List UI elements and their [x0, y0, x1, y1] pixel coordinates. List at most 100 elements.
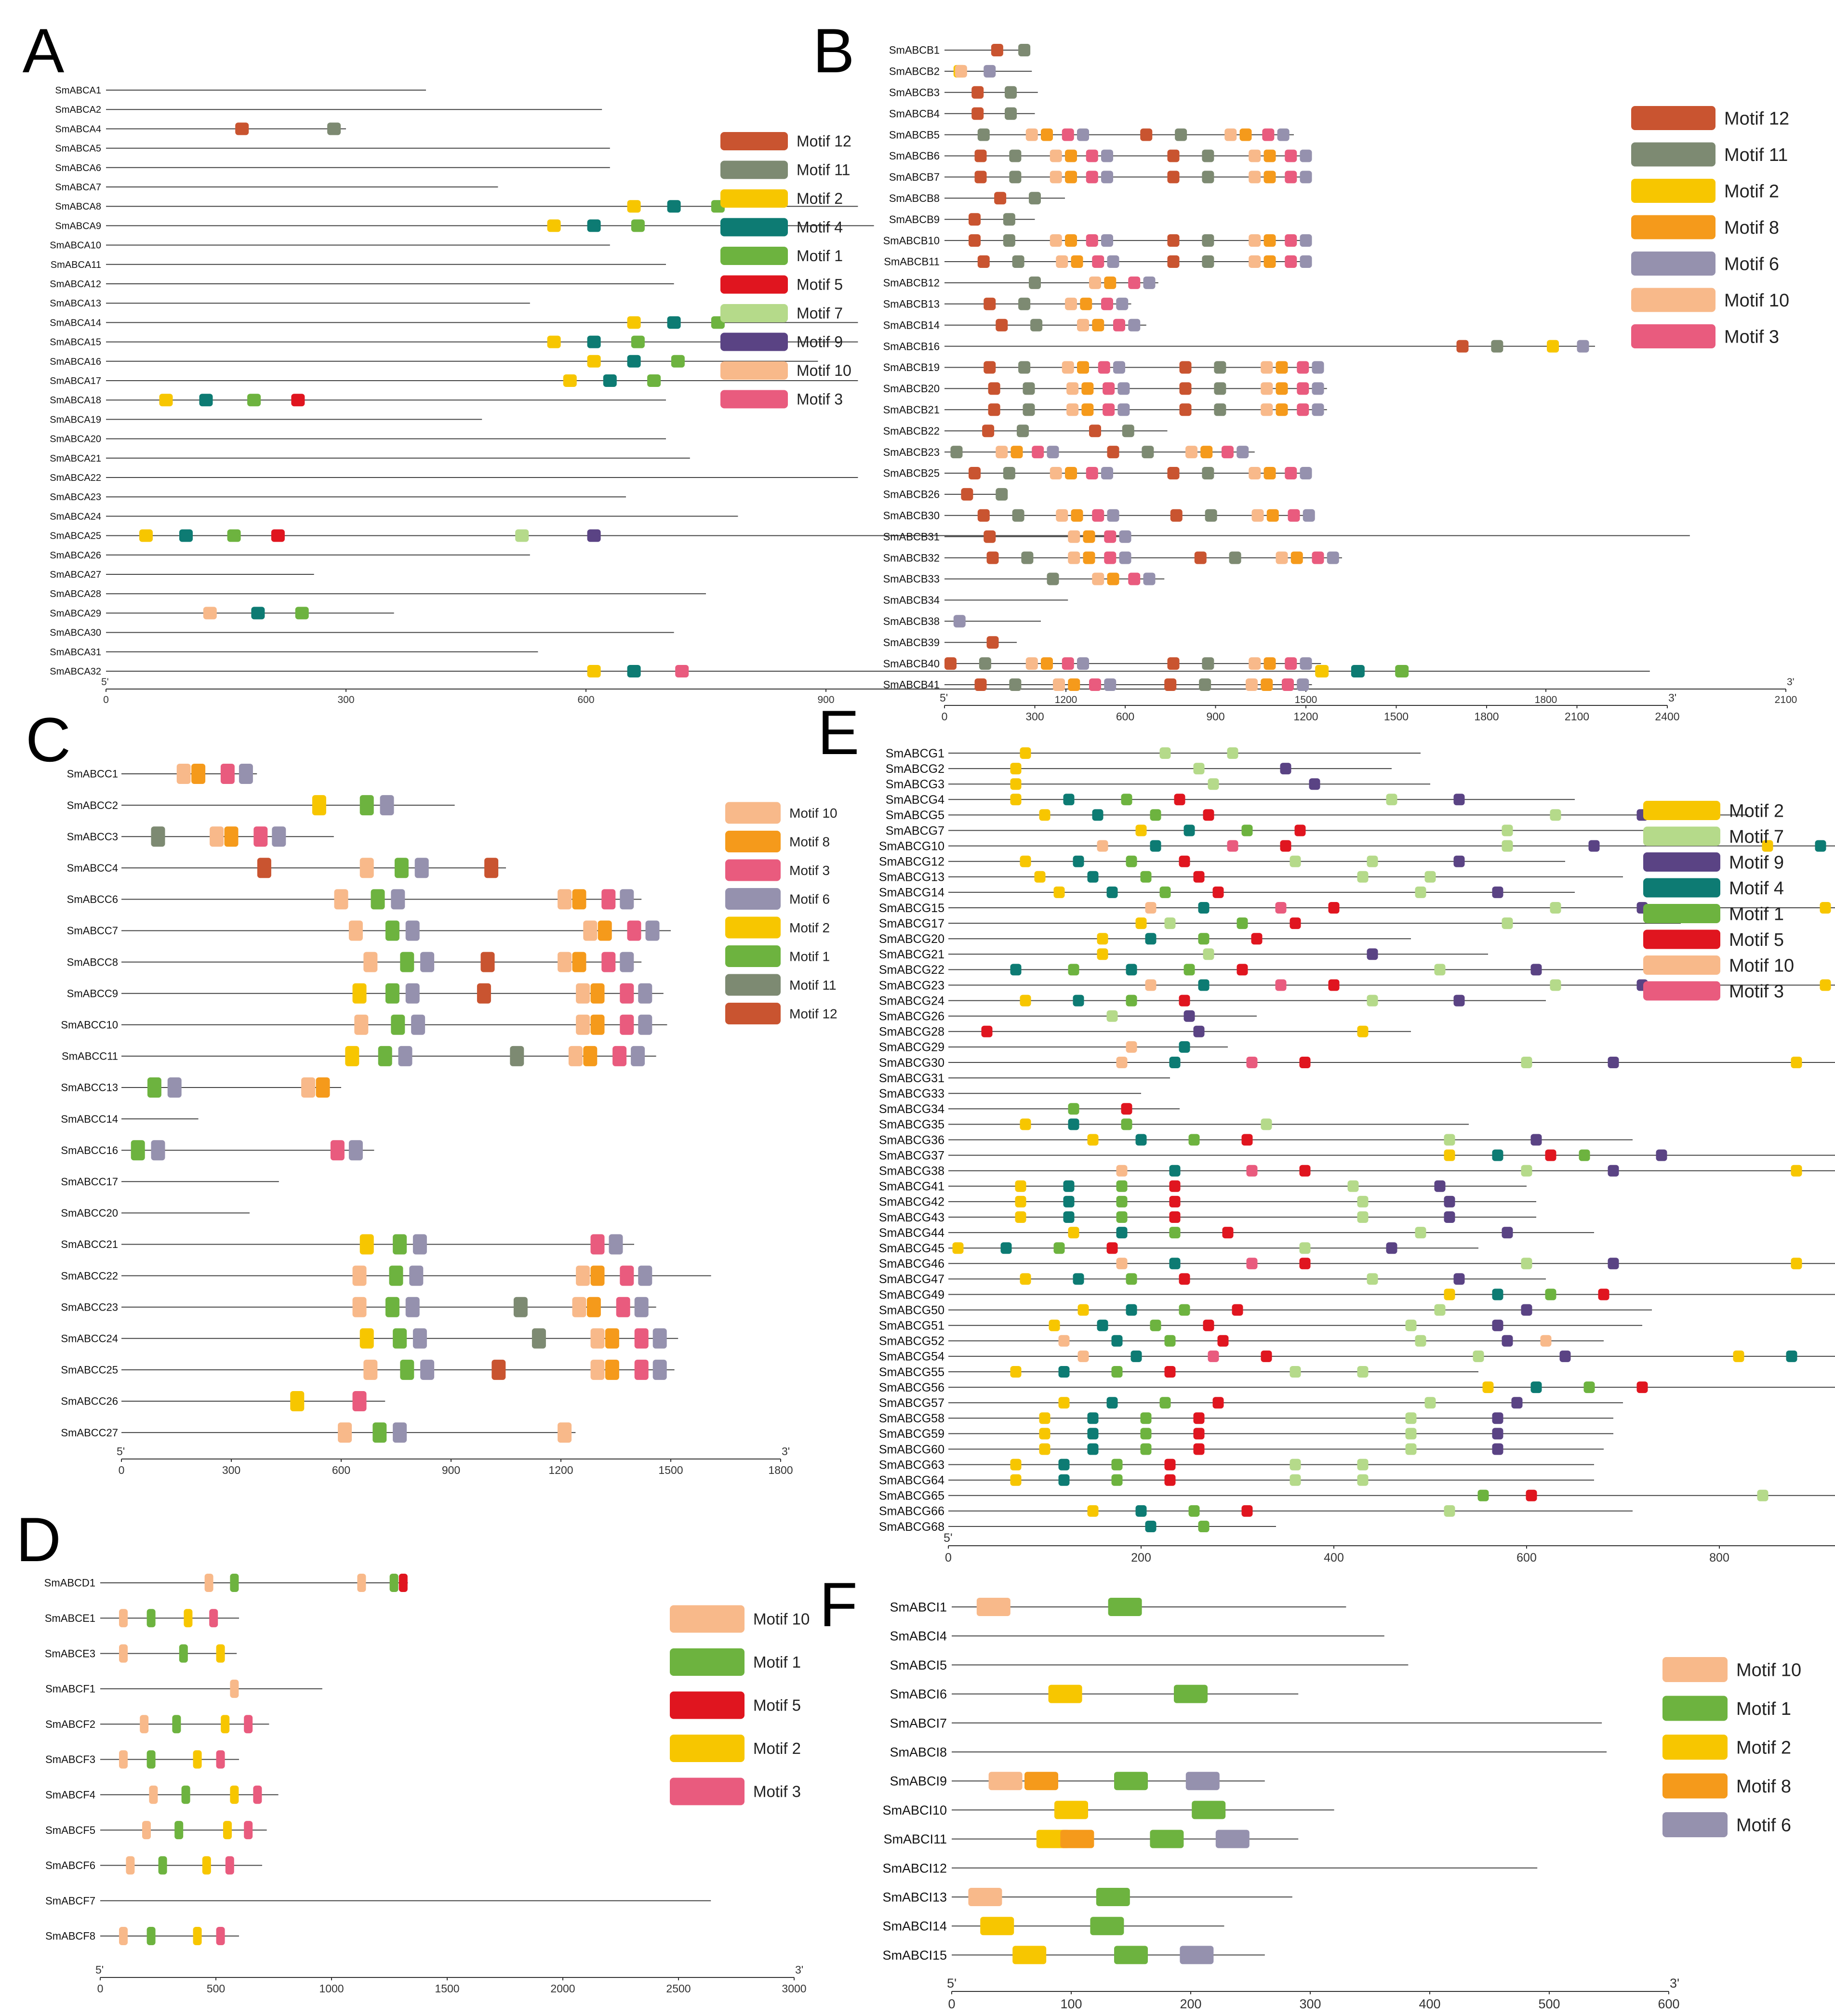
- motif-6-box: [620, 952, 634, 972]
- motif-7-box: [1502, 917, 1513, 929]
- motif-4-box: [1135, 1505, 1147, 1517]
- motif-10-box: [1077, 1350, 1089, 1362]
- gene-name: SmABCB20: [883, 383, 940, 395]
- axis-tick-label: 300: [1299, 1997, 1321, 2011]
- legend-label: Motif 7: [797, 305, 843, 322]
- motif-1-box: [1116, 1195, 1128, 1207]
- motif-12-box: [977, 255, 990, 268]
- legend-label: Motif 4: [1729, 878, 1784, 899]
- motif-12-box: [1164, 678, 1177, 691]
- gene-row: SmABCA25: [50, 529, 1690, 542]
- motif-6-box: [1116, 297, 1129, 310]
- motif-7-box: [1367, 1273, 1378, 1285]
- motif-6-box: [1077, 128, 1089, 141]
- motif-10-box: [1145, 979, 1157, 991]
- motif-5-box: [1193, 871, 1205, 883]
- motif-2-box: [290, 1391, 305, 1411]
- motif-10-box: [140, 1715, 149, 1734]
- gene-name: SmABCB39: [883, 637, 940, 649]
- motif-1-box: [1140, 1412, 1152, 1424]
- gene-row: SmABCB19: [883, 361, 1324, 374]
- motif-1-box: [147, 1077, 161, 1098]
- gene-row: SmABCA24: [50, 511, 738, 522]
- gene-row: SmABCI13: [882, 1888, 1292, 1906]
- motif-4-box: [1068, 1118, 1079, 1130]
- motif-4-box: [1058, 1474, 1070, 1486]
- motif-9-box: [1453, 995, 1465, 1007]
- legend-swatch: [1631, 142, 1715, 167]
- motif-4-box: [603, 374, 617, 387]
- motif-7-box: [1357, 1195, 1369, 1207]
- motif-3-box: [616, 1297, 630, 1317]
- motif-8-box: [590, 1014, 605, 1035]
- legend-swatch: [1643, 981, 1720, 1001]
- motif-10-box: [996, 446, 1008, 459]
- motif-10-box: [352, 1265, 367, 1286]
- motif-3-box: [590, 1234, 605, 1255]
- motif-1-box: [1053, 1242, 1065, 1254]
- motif-5-box: [1203, 1319, 1214, 1331]
- motif-7-box: [1405, 1428, 1417, 1440]
- gene-row: SmABCG14: [879, 886, 1575, 900]
- motif-12-box: [1089, 424, 1101, 438]
- gene-row: SmABCC7: [67, 920, 671, 941]
- motif-12-box: [1456, 340, 1469, 353]
- motif-6-box: [393, 1422, 407, 1443]
- axis-tick-label: 0: [945, 1551, 952, 1565]
- motif-1-box: [146, 1750, 156, 1769]
- motif-11-box: [1012, 255, 1024, 268]
- motif-10-box: [1025, 128, 1038, 141]
- motif-7-box: [1521, 1258, 1532, 1270]
- motif-6-box: [645, 920, 660, 941]
- motif-2-box: [952, 1242, 964, 1254]
- motif-6-box: [1312, 382, 1324, 395]
- motif-8-box: [316, 1077, 330, 1098]
- gene-row: SmABCG66: [879, 1505, 1633, 1518]
- motif-6-box: [380, 795, 394, 816]
- motif-1-box: [400, 952, 414, 972]
- gene-name: SmABCA28: [50, 589, 101, 599]
- legend-swatch: [725, 859, 781, 881]
- legend: Motif 10 Motif 1 Motif 2 Motif 8 Motif 6: [1662, 1657, 1801, 1837]
- gene-name: SmABCB25: [883, 467, 940, 479]
- motif-7-box: [1261, 1118, 1272, 1130]
- gene-row: SmABCE3: [45, 1644, 237, 1663]
- motif-1-box: [1121, 794, 1132, 806]
- panel-letter: E: [818, 697, 860, 768]
- motif-3-box: [244, 1715, 253, 1734]
- motif-12-box: [974, 149, 987, 162]
- motif-2-box: [1020, 995, 1031, 1007]
- motif-3-box: [1285, 171, 1297, 184]
- gene-row: SmABCC26: [61, 1391, 386, 1411]
- motif-1-box: [146, 1927, 156, 1945]
- motif-1-box: [1159, 886, 1171, 898]
- motif-4-box: [1150, 840, 1161, 852]
- motif-4-box: [1130, 1350, 1142, 1362]
- motif-8-box: [598, 920, 612, 941]
- gene-name: SmABCG28: [879, 1025, 944, 1039]
- gene-name: SmABCB14: [883, 319, 940, 331]
- motif-6-box: [1327, 551, 1339, 564]
- motif-6-box: [638, 983, 652, 1004]
- gene-row: SmABCA26: [50, 550, 530, 561]
- gene-name: SmABCA22: [50, 473, 101, 483]
- axis-end-label: 3': [1668, 691, 1676, 704]
- motif-12-box: [984, 297, 996, 310]
- gene-name: SmABCG30: [879, 1056, 944, 1070]
- motif-2-box: [1012, 1946, 1047, 1964]
- motif-2-box: [1820, 979, 1831, 991]
- motif-4-box: [627, 355, 641, 368]
- motif-2-box: [1733, 1350, 1744, 1362]
- gene-row: SmABCG34: [879, 1102, 1180, 1116]
- gene-name: SmABCC16: [61, 1144, 118, 1156]
- gene-row: SmABCC10: [61, 1014, 667, 1035]
- motif-8-box: [1107, 572, 1119, 585]
- gene-name: SmABCB8: [889, 192, 940, 204]
- motif-8-box: [1276, 361, 1288, 374]
- motif-3-box: [620, 1265, 634, 1286]
- motif-11-box: [1214, 403, 1226, 416]
- motif-10-box: [1249, 234, 1261, 247]
- gene-name: SmABCI7: [890, 1716, 947, 1730]
- motif-3-box: [1208, 1350, 1219, 1362]
- motif-1-box: [389, 1265, 403, 1286]
